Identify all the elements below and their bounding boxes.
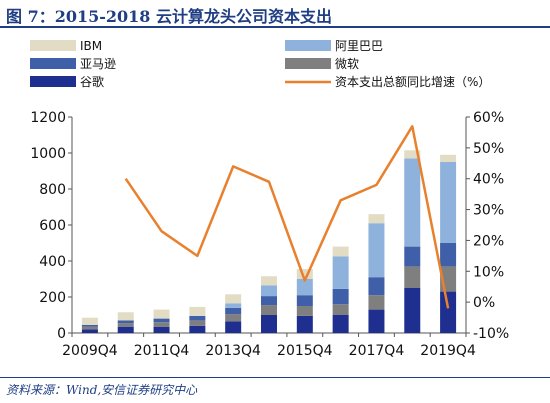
- x-tick-label: 2017Q4: [349, 343, 405, 359]
- y-left-tick-label: 600: [39, 218, 66, 234]
- axes: 0 200 400 600 800 1000 1200 -10% 0% 10% 20% 30% 40% 5…: [30, 110, 509, 359]
- bar-segment-亚马逊-2013Q4: [225, 307, 242, 315]
- y-left-tick-label: 1200: [30, 110, 66, 126]
- y-left-tick-label: 400: [39, 254, 66, 270]
- bar-segment-阿里巴巴-2017Q4: [368, 223, 385, 278]
- y-left-tick-label: 0: [57, 326, 66, 342]
- bar-segment-谷歌-2016Q4: [332, 315, 349, 333]
- legend-label-谷歌: 谷歌: [80, 74, 104, 89]
- bar-segment-微软-2016Q4: [332, 304, 349, 315]
- bar-segment-阿里巴巴-2018Q4: [404, 158, 421, 247]
- bar-segment-IBM-2019Q4: [440, 154, 457, 162]
- bar-segment-IBM-2009Q4: [81, 317, 98, 325]
- legend-swatch-亚马逊: [30, 58, 76, 69]
- legend-label-IBM: IBM: [80, 39, 102, 53]
- bar-segment-微软-2017Q4: [368, 295, 385, 310]
- bar-segment-谷歌-2018Q4: [404, 288, 421, 333]
- x-tick-label: 2015Q4: [277, 343, 333, 359]
- bar-segment-阿里巴巴-2019Q4: [440, 162, 457, 243]
- bar-segment-IBM-2011Q4: [153, 309, 170, 319]
- bar-segment-阿里巴巴-2014Q4: [261, 285, 277, 297]
- bar-segment-阿里巴巴-2015Q4: [296, 279, 313, 296]
- legend-label-阿里巴巴: 阿里巴巴: [335, 39, 383, 53]
- bar-segment-谷歌-2009Q4: [81, 329, 98, 333]
- figure-title-bar: 图 7：2015-2018 云计算龙头公司资本支出: [0, 0, 550, 26]
- bar-segment-亚马逊-2019Q4: [440, 243, 457, 267]
- x-tick-label: 2013Q4: [205, 343, 261, 359]
- bar-segment-阿里巴巴-2013Q4: [225, 303, 242, 308]
- legend-label-亚马逊: 亚马逊: [80, 57, 116, 71]
- y-right-tick-label: 0%: [473, 295, 495, 311]
- bar-segment-IBM-2013Q4: [225, 294, 242, 304]
- bar-segment-IBM-2018Q4: [404, 150, 421, 159]
- bar-segment-谷歌-2013Q4: [225, 321, 242, 333]
- bar-segment-亚马逊-2009Q4: [81, 324, 98, 327]
- bar-segment-谷歌-2019Q4: [440, 291, 457, 333]
- x-tick-label: 2009Q4: [62, 343, 118, 359]
- bar-segment-IBM-2012Q4: [189, 306, 206, 316]
- source-rule: [0, 377, 550, 378]
- bar-segment-亚马逊-2014Q4: [261, 296, 277, 306]
- bar-segment-微软-2010Q4: [117, 323, 134, 327]
- growth-line-path: [124, 125, 450, 309]
- bar-segment-微软-2009Q4: [81, 326, 98, 330]
- bar-segment-亚马逊-2012Q4: [189, 315, 206, 321]
- bar-segment-IBM-2014Q4: [261, 276, 277, 286]
- y-right-tick-label: 40%: [473, 172, 504, 188]
- bar-segment-微软-2018Q4: [404, 266, 421, 288]
- y-right-tick-label: 30%: [473, 203, 504, 219]
- bar-segment-谷歌-2014Q4: [261, 315, 277, 333]
- growth-line: [124, 125, 450, 309]
- legend-label-微软: 微软: [335, 57, 359, 71]
- y-left-tick-label: 200: [39, 290, 66, 306]
- bar-segment-谷歌-2011Q4: [153, 326, 170, 333]
- y-right-tick-label: 50%: [473, 141, 504, 157]
- y-right-tick-label: -10%: [473, 326, 509, 342]
- legend-swatch-微软: [285, 58, 331, 69]
- bar-segment-微软-2011Q4: [153, 322, 170, 327]
- bar-segment-阿里巴巴-2016Q4: [332, 256, 349, 289]
- title-rule: [0, 26, 550, 28]
- bar-segment-亚马逊-2011Q4: [153, 318, 170, 323]
- y-right-tick-label: 10%: [473, 264, 504, 280]
- bar-segment-谷歌-2017Q4: [368, 309, 385, 333]
- y-right-tick-label: 20%: [473, 233, 504, 249]
- bars: [81, 150, 457, 333]
- bar-segment-IBM-2010Q4: [117, 312, 134, 321]
- bar-segment-IBM-2016Q4: [332, 246, 349, 257]
- bar-segment-亚马逊-2018Q4: [404, 246, 421, 267]
- bar-segment-微软-2014Q4: [261, 305, 277, 315]
- x-tick-label: 2019Q4: [420, 343, 476, 359]
- bar-segment-谷歌-2010Q4: [117, 326, 134, 333]
- y-left-tick-label: 800: [39, 182, 66, 198]
- bar-segment-亚马逊-2015Q4: [296, 295, 313, 306]
- legend-swatch-谷歌: [30, 76, 76, 87]
- figure-title: 图 7：2015-2018 云计算龙头公司资本支出: [6, 7, 332, 26]
- y-right-tick-label: 60%: [473, 110, 504, 126]
- source-note: 资料来源：Wind,安信证券研究中心: [6, 383, 198, 397]
- legend-label-growth-line: 资本支出总额同比增速（%）: [335, 75, 490, 89]
- bar-segment-亚马逊-2017Q4: [368, 277, 385, 296]
- bar-segment-亚马逊-2016Q4: [332, 288, 349, 305]
- bar-segment-谷歌-2015Q4: [296, 315, 313, 333]
- bar-segment-IBM-2017Q4: [368, 214, 385, 224]
- bar-segment-亚马逊-2010Q4: [117, 320, 134, 324]
- legend-swatch-阿里巴巴: [285, 40, 331, 51]
- y-left-tick-label: 1000: [30, 146, 66, 162]
- bar-segment-IBM-2015Q4: [296, 269, 313, 279]
- bar-segment-谷歌-2012Q4: [189, 325, 206, 333]
- bar-segment-微软-2015Q4: [296, 306, 313, 316]
- bar-segment-微软-2013Q4: [225, 314, 242, 322]
- x-tick-label: 2011Q4: [134, 343, 190, 359]
- bar-segment-微软-2012Q4: [189, 320, 206, 326]
- legend-swatch-IBM: [30, 40, 76, 51]
